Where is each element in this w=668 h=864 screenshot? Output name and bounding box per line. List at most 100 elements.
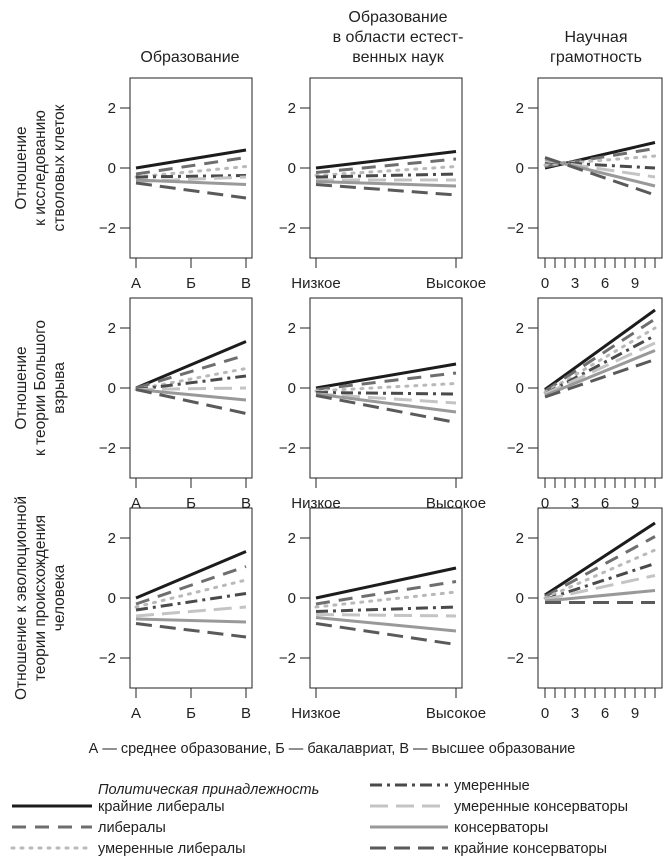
series-line-lib [544,535,656,598]
legend-item-mod_cons: умеренные консерваторы [370,799,628,815]
series-line-extreme_cons [544,156,656,197]
x-tick-label: В [241,275,251,292]
legend-label: либералы [98,820,166,836]
series-line-mod_cons [135,175,247,183]
legend-item-mod_lib: умеренные либералы [10,841,246,857]
series-line-cons [544,349,656,397]
series-line-extreme_lib [135,340,247,390]
series-line-lib [544,147,656,168]
row-titles: Отношение к исследованию стволовых клеток О… [13,104,68,700]
legend-item-moderate: умеренные [370,778,530,794]
x-tick-label: 0 [541,275,549,292]
series-line-moderate [135,592,247,612]
series-line-mod_cons [315,613,457,618]
legend-label: крайние либералы [98,799,225,815]
y-tick-label: 0 [288,380,296,397]
legend-label: умеренные [454,778,530,794]
column-titles: Образование Образование в области естест-в… [140,9,642,66]
row-title: Отношение к исследованию стволовых клеток [13,104,68,231]
series-line-mod_lib [314,590,458,609]
legend-item-extreme_cons: крайние консерваторы [370,841,607,857]
y-tick-label: −2 [99,650,116,667]
panel-0-2: −2 0 2 0 3 6 9 [507,77,663,292]
series-line-extreme_cons [135,181,247,200]
x-tick-label: Высокое [426,495,486,512]
y-tick-label: 0 [516,160,524,177]
series-line-mod_lib [314,165,458,177]
row-title: Отношение к эволюционной теории происхожд… [13,496,68,700]
abbreviation-note: А — среднее образование, Б — бакалавриат… [89,741,576,757]
y-tick-label: 0 [108,160,116,177]
x-tick-label: 6 [601,705,609,722]
y-tick-label: 2 [516,530,524,547]
series-line-mod_lib [543,548,657,600]
y-tick-label: 2 [516,100,524,117]
series-line-moderate [544,334,656,396]
series-line-cons [315,392,457,414]
x-tick-label: 6 [601,275,609,292]
x-tick-label: В [241,705,251,722]
series-line-extreme_cons [315,622,457,646]
plot-frame [129,507,253,689]
series-line-mod_lib [543,326,657,394]
column-title: Научная грамотность [550,29,642,66]
y-tick-label: 0 [108,380,116,397]
series-line-extreme_cons [135,622,247,639]
series-line-extreme_cons [544,358,656,399]
x-tick-label: Высокое [426,275,486,292]
series-line-lib [135,565,247,606]
series-line-lib [315,580,457,606]
plot-frame [309,297,463,479]
series-line-extreme_lib [544,521,656,597]
legend-label: умеренные либералы [98,841,246,857]
series-line-extreme_lib [135,550,247,600]
legend: Политическая принадлежность крайние либе… [10,778,628,857]
series-line-cons [315,180,457,188]
x-tick-label: 6 [601,495,609,512]
series-line-cons [135,388,247,402]
legend-item-cons: консерваторы [370,820,548,836]
series-line-cons [135,178,247,186]
y-tick-label: −2 [507,220,524,237]
x-tick-label: Низкое [291,275,341,292]
y-tick-label: −2 [507,650,524,667]
x-tick-label: А [131,705,141,722]
y-tick-label: 2 [288,320,296,337]
y-tick-label: −2 [279,220,296,237]
x-tick-label: 9 [631,495,639,512]
y-tick-label: −2 [99,220,116,237]
y-tick-label: 0 [516,380,524,397]
x-tick-label: 3 [571,495,579,512]
series-line-mod_cons [315,392,457,405]
x-tick-label: А [131,275,141,292]
x-tick-label: Б [186,705,196,722]
x-tick-label: Низкое [291,705,341,722]
x-tick-label: 0 [541,705,549,722]
y-tick-label: 2 [288,530,296,547]
column-title: Образование [140,49,239,66]
x-tick-label: 9 [631,705,639,722]
panel-1-1: −2 0 2 Низкое Высокое [279,297,486,512]
series-line-cons [544,589,656,603]
series-line-extreme_lib [315,150,457,170]
series-line-mod_cons [544,574,656,601]
y-tick-label: 0 [288,590,296,607]
series-line-extreme_lib [315,566,457,600]
series-line-extreme_cons [135,388,247,415]
plot-frame [309,77,463,259]
y-tick-label: 2 [108,320,116,337]
series-line-cons [135,617,247,624]
row-title: Отношение к теории Большого взрыва [13,320,68,456]
series-line-lib [315,371,457,391]
legend-title: Политическая принадлежность [98,782,319,798]
series-line-mod_cons [135,605,247,618]
panel-2-2: −2 0 2 0 3 6 9 [507,507,663,722]
x-tick-label: 0 [541,495,549,512]
plot-frame [309,507,463,689]
y-tick-label: 2 [108,530,116,547]
x-tick-label: Низкое [291,495,341,512]
y-tick-label: −2 [279,650,296,667]
y-tick-label: −2 [99,440,116,457]
y-tick-label: 0 [516,590,524,607]
